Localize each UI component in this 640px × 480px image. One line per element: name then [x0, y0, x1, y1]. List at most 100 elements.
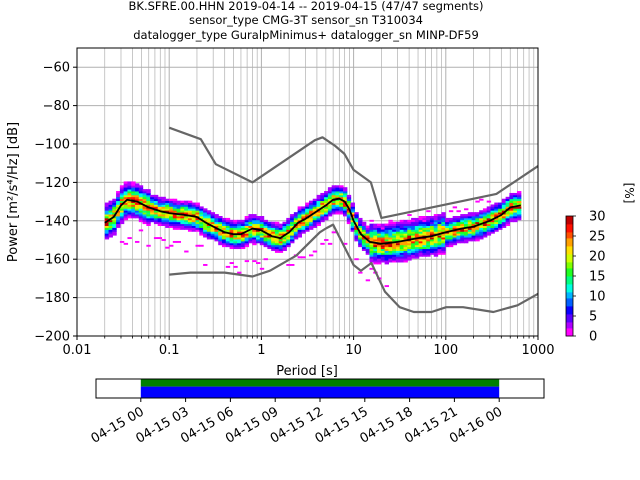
histogram-cell [479, 229, 484, 232]
histogram-cell [184, 217, 189, 221]
histogram-cell [150, 210, 155, 213]
histogram-cell [377, 256, 382, 259]
colorbar-swatch [566, 268, 573, 271]
histogram-cell [169, 225, 174, 228]
histogram-cell [240, 225, 246, 228]
histogram-cell [104, 235, 110, 238]
histogram-cell [407, 256, 412, 259]
histogram-cell [176, 219, 181, 223]
histogram-cell [187, 208, 193, 211]
histogram-cell [392, 244, 397, 248]
histogram-cell [271, 244, 276, 248]
histogram-cell [146, 221, 151, 225]
histogram-cell [369, 235, 374, 238]
histogram-cell [104, 204, 110, 207]
histogram-cell [395, 225, 401, 228]
histogram-cell [331, 194, 337, 198]
histogram-cell [437, 246, 442, 250]
y-tick-label: −200 [34, 330, 70, 345]
colorbar-swatch [566, 318, 573, 321]
histogram-cell [516, 194, 522, 198]
histogram-cell [169, 219, 174, 223]
histogram-cell [369, 242, 374, 246]
histogram-cell [445, 227, 450, 230]
histogram-cell [308, 208, 314, 211]
histogram-cell [369, 239, 374, 242]
histogram-cell [153, 214, 159, 217]
histogram-cell [195, 204, 200, 207]
histogram-cell [305, 208, 310, 211]
histogram-cell [214, 225, 219, 228]
histogram-cell [267, 239, 272, 242]
histogram-cell [373, 254, 378, 257]
histogram-cell [324, 212, 329, 215]
histogram-cell [316, 198, 321, 202]
histogram-cell [104, 206, 110, 209]
histogram-cell [286, 244, 291, 248]
histogram-cell [418, 219, 424, 223]
histogram-cell [335, 210, 340, 213]
histogram-cell [112, 227, 117, 230]
histogram-cell [471, 233, 476, 236]
histogram-cell [343, 210, 348, 213]
colorbar-swatch [566, 246, 573, 249]
histogram-cell [365, 233, 371, 236]
histogram-cell [331, 196, 337, 200]
histogram-cell [392, 233, 397, 236]
histogram-cell [218, 235, 223, 238]
histogram-cell [464, 214, 469, 217]
histogram-cell [252, 231, 257, 234]
histogram-cell [445, 229, 450, 232]
histogram-cell [505, 200, 511, 203]
histogram-cell [108, 221, 113, 225]
histogram-cell [479, 216, 484, 219]
histogram-cell [441, 252, 446, 255]
histogram-cell [127, 194, 132, 198]
histogram-cell [411, 233, 416, 236]
histogram-cell [263, 237, 268, 240]
histogram-cell [123, 212, 129, 215]
histogram-cell [169, 223, 174, 226]
histogram-cell [138, 210, 144, 213]
histogram-cell [210, 229, 216, 232]
histogram-cell [343, 198, 348, 202]
histogram-cell [278, 244, 284, 248]
histogram-cell [135, 187, 140, 190]
histogram-cell [308, 219, 314, 223]
histogram-cell [108, 206, 113, 209]
histogram-cell [320, 194, 325, 198]
histogram-cell [479, 233, 484, 236]
histogram-cell [271, 248, 276, 251]
histogram-cell [388, 250, 393, 253]
histogram-cell [384, 250, 389, 253]
histogram-cell [150, 196, 155, 200]
median-line [104, 197, 521, 245]
histogram-cell [267, 240, 272, 244]
histogram-cell [165, 210, 170, 213]
histogram-cell [203, 233, 208, 236]
histogram-cell [123, 194, 129, 198]
histogram-cell [176, 210, 181, 213]
histogram-cell [112, 231, 117, 234]
histogram-cell [104, 223, 110, 226]
histogram-cell [180, 225, 185, 228]
histogram-cell [505, 221, 511, 225]
histogram-cell [274, 227, 280, 230]
histogram-cell [191, 206, 197, 209]
histogram-cell [119, 210, 125, 213]
histogram-cell [365, 227, 371, 230]
histogram-cell [229, 240, 234, 244]
histogram-cell [282, 221, 287, 225]
colorbar-swatch [566, 262, 573, 265]
colorbar-swatch [566, 320, 573, 323]
histogram-cell [407, 254, 412, 257]
histogram-cell [445, 219, 450, 223]
histogram-cell [274, 244, 280, 248]
histogram-cell [475, 225, 480, 228]
histogram-cell [267, 242, 272, 246]
histogram-cell [403, 244, 408, 248]
colorbar-swatch [566, 254, 573, 257]
histogram-cell [505, 217, 511, 221]
histogram-cell [380, 248, 386, 251]
histogram-cell [104, 210, 110, 213]
